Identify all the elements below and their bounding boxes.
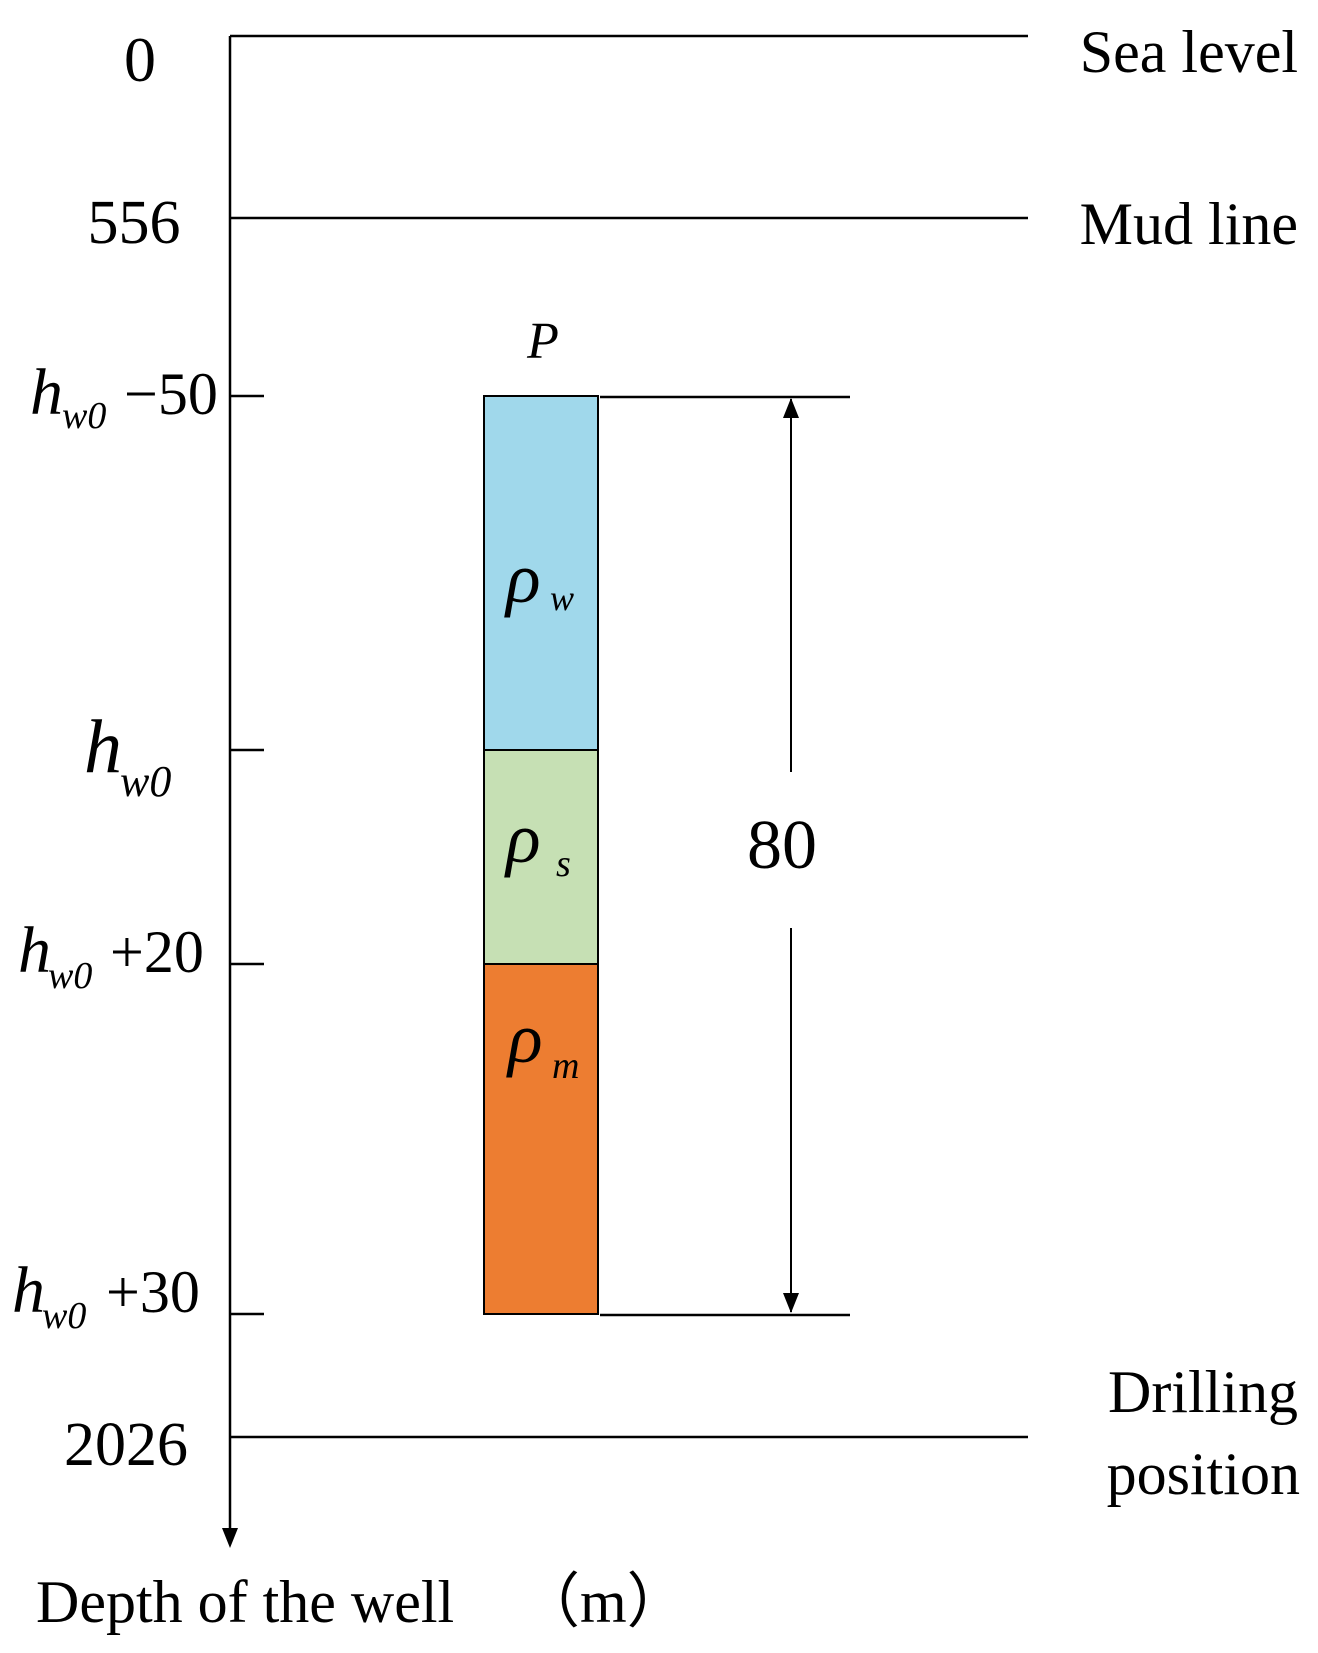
depth-axis-arrowhead — [222, 1528, 238, 1548]
drilling-position-label-line2: position — [1107, 1441, 1300, 1507]
mud-layer — [483, 963, 599, 1315]
svg-text:h: h — [18, 914, 51, 987]
dimension-upper-arrowhead — [783, 398, 799, 418]
drilling-position-label-line1: Drilling — [1108, 1359, 1298, 1425]
pressure-label: P — [526, 313, 559, 370]
svg-text:h: h — [84, 705, 122, 789]
svg-text:h: h — [30, 356, 63, 429]
svg-text:w: w — [550, 578, 574, 618]
density-label-mud: ρ m — [506, 998, 579, 1087]
tick-label-hw0-plus-20: h w0 +20 — [18, 914, 204, 997]
mud-line-label: Mud line — [1080, 191, 1298, 257]
svg-text:m: m — [552, 1045, 579, 1087]
svg-text:−50: −50 — [124, 361, 218, 427]
depth-label-2026: 2026 — [64, 1411, 188, 1479]
svg-text:w0: w0 — [62, 395, 106, 437]
svg-text:s: s — [556, 843, 571, 885]
axis-title: Depth of the well （m） — [36, 1569, 687, 1635]
tick-label-hw0: h w0 — [84, 705, 171, 806]
svg-text:Depth of the well: Depth of the well — [36, 1569, 454, 1635]
tick-label-hw0-minus-50: h w0 −50 — [30, 356, 218, 437]
depth-label-0: 0 — [124, 24, 156, 95]
seawater-mud-layer — [483, 749, 599, 965]
depth-label-556: 556 — [88, 189, 181, 257]
svg-text:+20: +20 — [110, 919, 204, 985]
svg-text:ρ: ρ — [504, 538, 541, 618]
svg-text:ρ: ρ — [506, 998, 543, 1078]
dimension-value: 80 — [747, 807, 817, 884]
sea-level-label: Sea level — [1080, 19, 1298, 85]
density-label-water: ρ w — [504, 538, 574, 618]
svg-text:h: h — [12, 1254, 45, 1327]
tick-label-hw0-plus-30: h w0 +30 — [12, 1254, 200, 1337]
dimension-lower-arrowhead — [783, 1293, 799, 1313]
svg-text:w0: w0 — [42, 1295, 86, 1337]
water-layer — [483, 395, 599, 751]
svg-text:+30: +30 — [106, 1259, 200, 1325]
svg-text:w0: w0 — [120, 757, 171, 806]
svg-text:（m）: （m） — [520, 1569, 687, 1635]
density-label-seawater-mud: ρ s — [504, 798, 571, 885]
svg-text:ρ: ρ — [504, 798, 541, 878]
svg-text:w0: w0 — [48, 955, 92, 997]
